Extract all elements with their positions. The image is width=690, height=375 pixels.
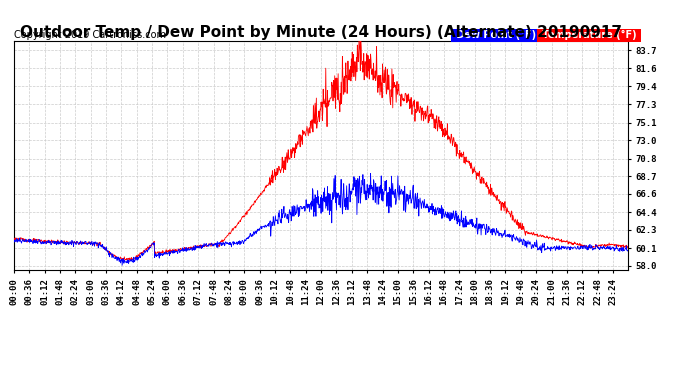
Text: Temperature (°F): Temperature (°F) <box>539 30 640 40</box>
Text: Copyright 2019 Cartronics.com: Copyright 2019 Cartronics.com <box>14 30 166 40</box>
Text: Dew Point (°F): Dew Point (°F) <box>453 30 540 40</box>
Title: Outdoor Temp / Dew Point by Minute (24 Hours) (Alternate) 20190917: Outdoor Temp / Dew Point by Minute (24 H… <box>20 25 622 40</box>
